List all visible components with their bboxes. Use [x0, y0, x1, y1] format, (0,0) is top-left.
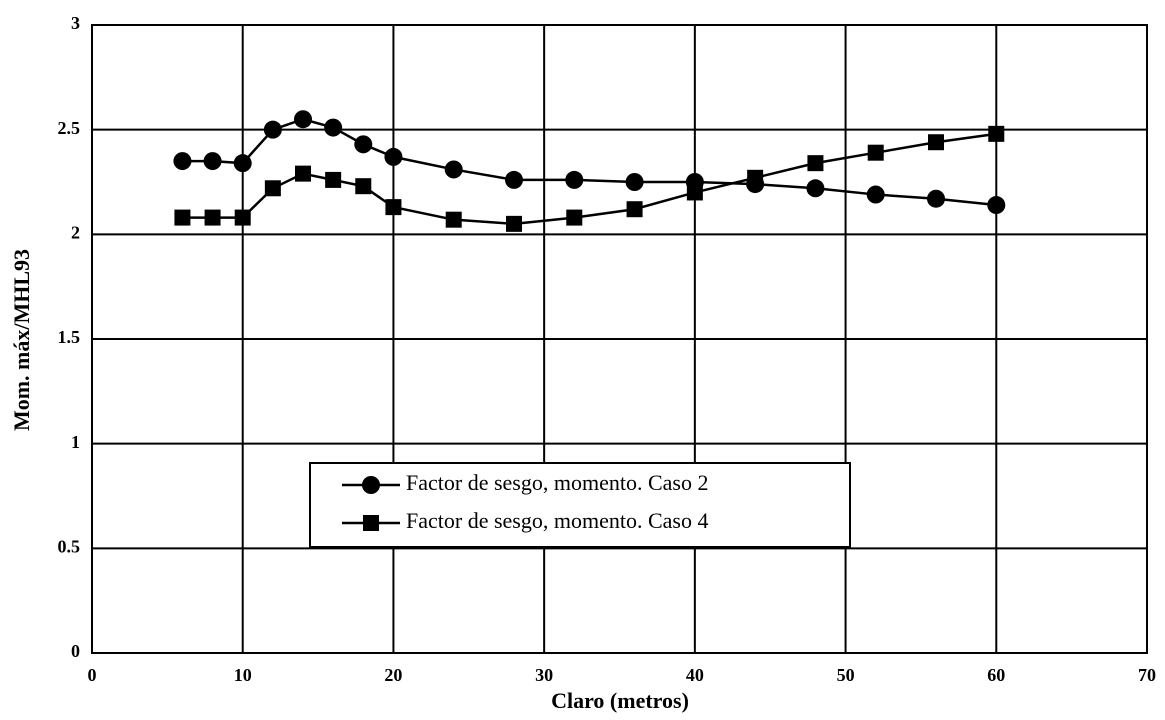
- marker: [445, 211, 462, 228]
- marker: [987, 196, 1006, 215]
- marker: [325, 171, 342, 188]
- y-tick-label: 1: [71, 432, 80, 452]
- x-tick-label: 50: [837, 665, 855, 685]
- marker: [295, 165, 311, 182]
- marker: [174, 209, 191, 226]
- marker: [324, 118, 343, 137]
- marker: [354, 135, 373, 154]
- x-tick-label: 70: [1138, 665, 1156, 685]
- x-tick-label: 0: [88, 665, 97, 685]
- marker: [988, 125, 1005, 142]
- marker: [686, 184, 703, 201]
- marker: [505, 170, 523, 189]
- y-tick-label: 3: [71, 13, 80, 33]
- marker: [565, 170, 584, 189]
- marker: [233, 154, 252, 173]
- marker: [866, 185, 885, 204]
- marker: [385, 199, 402, 216]
- y-tick-label: 2.5: [58, 118, 81, 138]
- marker: [204, 209, 221, 226]
- x-tick-label: 10: [234, 665, 252, 685]
- marker: [263, 120, 282, 139]
- marker: [506, 215, 522, 232]
- marker: [234, 209, 251, 226]
- marker: [384, 147, 403, 166]
- y-tick-label: 2: [71, 222, 80, 242]
- legend-label: Factor de sesgo, momento. Caso 2: [406, 470, 708, 495]
- y-tick-label: 0: [71, 641, 80, 661]
- y-tick-label: 0.5: [58, 536, 81, 556]
- marker: [927, 189, 945, 208]
- marker: [363, 515, 379, 531]
- x-tick-label: 20: [384, 665, 402, 685]
- x-axis-label: Claro (metros): [551, 688, 689, 713]
- marker: [566, 209, 583, 226]
- marker: [806, 179, 825, 198]
- marker: [867, 144, 884, 161]
- y-axis-label: Mom. máx/MHL93: [9, 249, 34, 431]
- x-tick-label: 60: [987, 665, 1005, 685]
- marker: [203, 152, 222, 171]
- marker: [625, 173, 644, 191]
- marker: [747, 169, 764, 186]
- x-tick-label: 40: [686, 665, 704, 685]
- marker: [444, 160, 463, 179]
- marker: [173, 152, 192, 171]
- x-tick-label: 30: [535, 665, 553, 685]
- marker: [626, 201, 643, 218]
- marker: [294, 110, 312, 129]
- legend-box: [309, 462, 851, 548]
- marker: [928, 134, 944, 151]
- plot-frame: [91, 24, 1148, 654]
- y-tick-label: 1.5: [58, 327, 81, 347]
- marker: [807, 155, 824, 172]
- marker: [355, 178, 372, 195]
- legend-label: Factor de sesgo, momento. Caso 4: [406, 508, 708, 533]
- marker: [362, 476, 380, 494]
- marker: [264, 180, 281, 197]
